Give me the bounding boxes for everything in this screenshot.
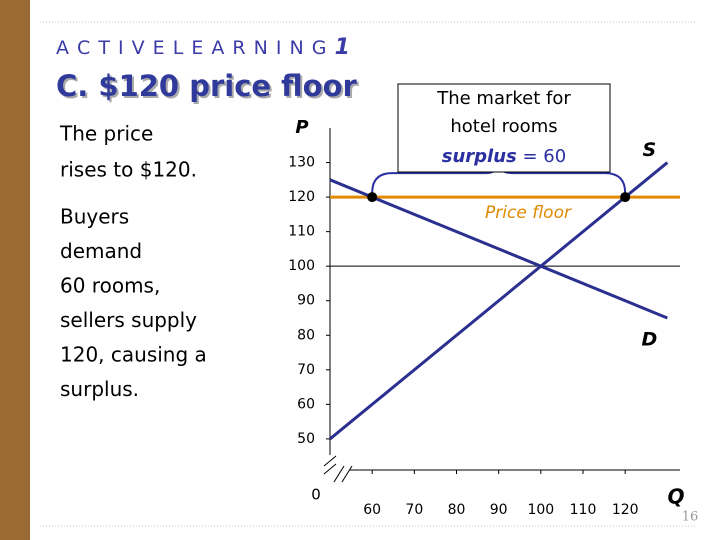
axis-break <box>341 465 353 483</box>
plot: 50 60 70 80 90 100 110 120 130 60 70 80 90 100 110 120 P… <box>288 128 680 518</box>
body-line: demand <box>60 239 142 263</box>
point <box>367 192 378 203</box>
body-text: The price rises to $120. Buyers demand 60 ro… <box>59 122 207 402</box>
x-tick-label: 60 <box>363 502 381 518</box>
box-title: The market for <box>436 88 571 109</box>
kicker: A C T I V E L E A R N I N G 1 <box>56 35 351 60</box>
box-title-line: The market for hotel rooms <box>436 88 571 137</box>
kicker-text: A C T I V E L E A R N I N G <box>56 37 328 59</box>
x-tick-label: 110 <box>570 502 597 518</box>
series-line <box>329 178 668 320</box>
x-tick-label: 80 <box>448 502 466 518</box>
point <box>620 192 631 203</box>
x-axis-label: Q <box>667 485 684 509</box>
annotation-box <box>397 83 611 173</box>
series-line <box>329 161 669 441</box>
title-shadow: C. $120 price floor <box>58 71 360 105</box>
y-axis-label: P <box>295 117 308 138</box>
surplus-label: surplus <box>442 146 517 167</box>
y-tick-label: 50 <box>297 431 315 447</box>
body-line: Buyers <box>60 205 129 229</box>
y-tick-label: 80 <box>297 327 315 343</box>
body-line: 120, causing a <box>60 343 207 367</box>
x-tick-label: 90 <box>490 502 508 518</box>
surplus-value: = 60 <box>523 146 567 167</box>
price-floor-label: Price floor <box>485 203 572 223</box>
y-tick-label: 110 <box>288 224 315 240</box>
title: C. $120 price floor <box>56 69 358 103</box>
kicker-number: 1 <box>335 35 351 60</box>
box-title: hotel rooms <box>450 116 557 137</box>
body-line: sellers supply <box>60 308 197 332</box>
y-tick-label: 130 <box>288 155 315 171</box>
y-tick-label: 90 <box>297 293 315 309</box>
axis-break <box>333 465 345 483</box>
body-line: rises to $120. <box>60 158 197 182</box>
side-bar <box>0 0 30 540</box>
origin-label: 0 <box>311 486 321 504</box>
y-tick-label: 120 <box>288 189 315 205</box>
series-label: S <box>643 139 657 161</box>
axis-break <box>323 455 337 467</box>
body-line: surplus. <box>60 377 139 401</box>
axis-break <box>323 463 337 475</box>
x-tick-label: 120 <box>612 502 639 518</box>
y-tick-label: 100 <box>288 258 315 274</box>
series-label: D <box>641 329 657 351</box>
page-number: 16 <box>682 510 699 525</box>
body-line: The price <box>59 122 153 146</box>
x-tick-label: 100 <box>527 502 554 518</box>
x-tick-label: 70 <box>405 502 423 518</box>
surplus-annotation: surplus = 60 <box>442 146 566 167</box>
y-tick-label: 70 <box>297 362 315 378</box>
body-line: 60 rooms, <box>60 274 160 298</box>
y-tick-label: 60 <box>297 396 315 412</box>
